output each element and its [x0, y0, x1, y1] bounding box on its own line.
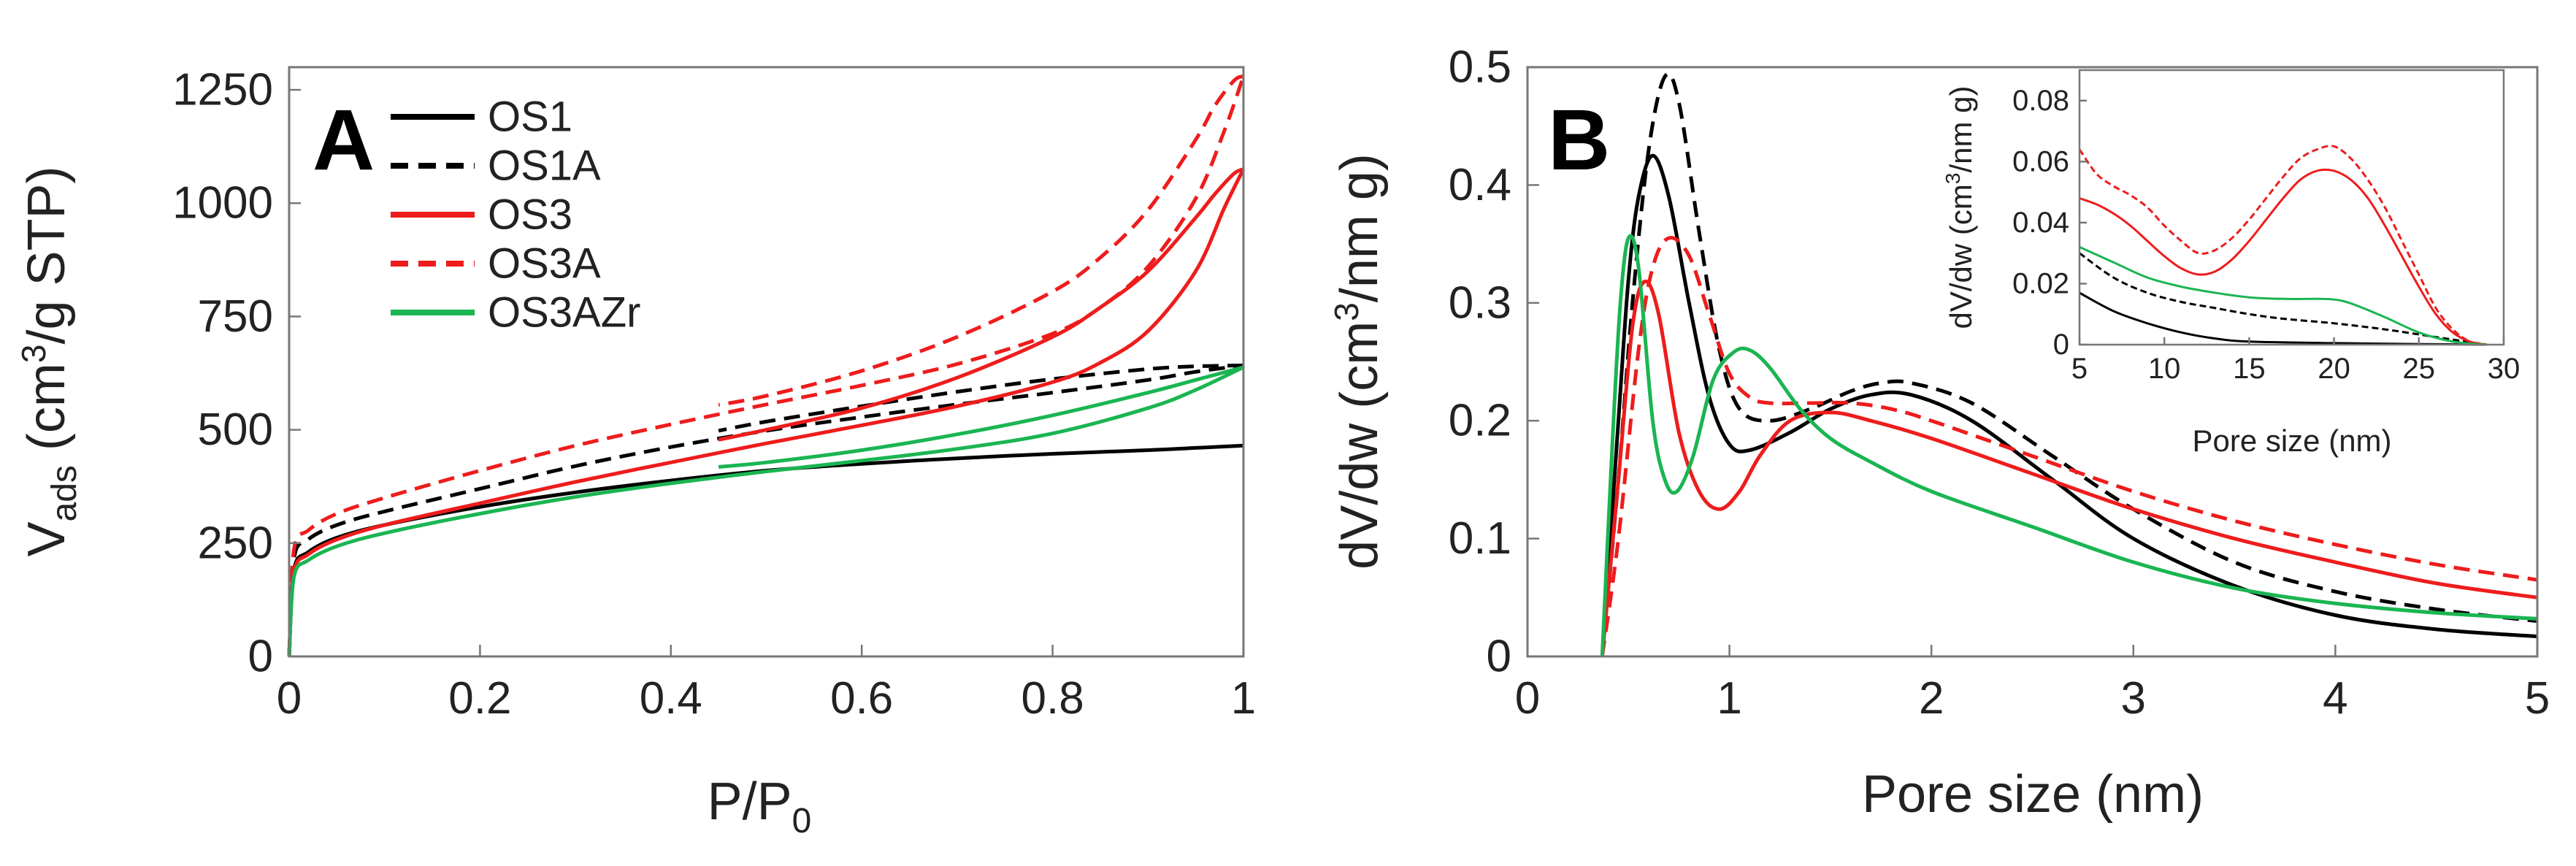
inset-x-tick-label-5: 30 — [2488, 353, 2521, 385]
panel-b-curves — [1600, 72, 2538, 657]
panel-b-y-axis-label-sup: 3 — [1327, 302, 1365, 321]
inset-x-tick-label-1: 10 — [2148, 353, 2181, 385]
panel-a-series-os3-desorption — [718, 167, 1245, 442]
inset-y-tick-label-3: 0.06 — [2012, 145, 2069, 177]
panel-a-y-axis-label: Vads (cm3/g STP) — [15, 166, 84, 556]
panel-a-y-tick-label-1: 250 — [198, 518, 273, 568]
inset-y-axis-label-a: dV/dw (cm — [1944, 184, 1978, 329]
inset-y-tick-label-0: 0 — [2053, 329, 2069, 361]
inset-x-tick-label-3: 20 — [2318, 353, 2350, 385]
panel-a-x-tick-label-5: 1 — [1231, 673, 1256, 724]
panel-a-series-os1a-desorption — [718, 364, 1244, 433]
panel-a-series-os1a — [287, 364, 1244, 657]
panel-b-y-axis-label-a: dV/dw (cm — [1330, 321, 1389, 570]
inset-x-tick-labels: 5 10 15 20 25 30 — [2071, 353, 2520, 385]
panel-a-x-tick-label-3: 0.6 — [830, 673, 893, 724]
panel-a-y-axis-label-rest-b: /g STP) — [18, 166, 76, 344]
panel-a-frame — [288, 66, 1245, 658]
inset-y-tick-label-4: 0.08 — [2012, 85, 2069, 117]
panel-b-series-os3azr — [1600, 234, 2538, 657]
inset-y-axis-label-b: /nm g) — [1944, 86, 1978, 173]
panel-a-y-axis-label-main: V — [18, 521, 76, 556]
inset-series-os1a — [2079, 252, 2488, 346]
panel-a-series-os3azr-desorption — [718, 365, 1244, 469]
panel-b-x-tick-label-4: 4 — [2323, 673, 2347, 724]
inset-series-os3 — [2079, 168, 2488, 346]
panel-a-series-os3a — [287, 75, 1246, 657]
panel-b-frame — [1526, 66, 2539, 658]
panel-a-x-tick-label-2: 0.4 — [640, 673, 702, 724]
panel-a-x-axis-label-main: P/P — [708, 773, 792, 831]
panel-a-y-axis-label-sup: 3 — [15, 345, 53, 364]
legend-label-os3: OS3 — [488, 191, 572, 239]
panel-b-y-tick-label-2: 0.2 — [1449, 396, 1511, 446]
panel-a-series-os1 — [287, 443, 1244, 657]
legend-label-os1a: OS1A — [488, 142, 601, 190]
panel-a-series-os3a-desorption — [718, 74, 1245, 407]
panel-a-curves — [287, 74, 1246, 657]
inset-curves — [2078, 70, 2504, 346]
inset-x-tick-label-0: 5 — [2071, 353, 2088, 385]
panel-b-inset: 5 10 15 20 25 30 0 0.02 0.04 0.06 0.08 dV/dw (cm3… — [1941, 69, 2520, 458]
panel-a-x-tick-label-1: 0.2 — [448, 673, 511, 724]
panel-a-y-tick-label-5: 1250 — [172, 65, 273, 115]
inset-axis-ticks — [2078, 99, 2505, 346]
panel-a-x-axis-label-sub: 0 — [792, 802, 812, 840]
panel-a-axis-ticks — [288, 88, 1245, 658]
inset-y-tick-label-2: 0.04 — [2012, 207, 2069, 239]
legend-label-os3a: OS3A — [488, 240, 601, 288]
panel-b-y-tick-labels: 0 0.1 0.2 0.3 0.4 0.5 — [1449, 42, 1511, 682]
panel-b-letter: B — [1548, 92, 1610, 188]
panel-b-x-tick-label-0: 0 — [1515, 673, 1540, 724]
panel-b-y-tick-label-0: 0 — [1487, 632, 1511, 682]
inset-background — [2079, 70, 2504, 345]
inset-y-axis-label-sup: 3 — [1941, 173, 1964, 185]
panel-b-y-tick-label-1: 0.1 — [1449, 513, 1511, 564]
inset-y-tick-label-1: 0.02 — [2012, 267, 2069, 299]
inset-y-tick-labels: 0 0.02 0.04 0.06 0.08 — [2012, 85, 2069, 361]
panel-b-series-os1 — [1600, 153, 2538, 657]
inset-frame — [2078, 69, 2505, 346]
panel-b-series-os3a — [1600, 236, 2538, 657]
inset-x-tick-label-4: 25 — [2403, 353, 2436, 385]
panel-a-x-tick-labels: 0 0.2 0.4 0.6 0.8 1 — [277, 673, 1256, 724]
panel-b-x-tick-label-2: 2 — [1919, 673, 1944, 724]
panel-b-y-tick-label-3: 0.3 — [1449, 277, 1511, 328]
panel-b-x-axis-label: Pore size (nm) — [1862, 765, 2204, 824]
panel-a-y-tick-label-3: 750 — [198, 291, 273, 342]
panel-b-x-tick-label-3: 3 — [2121, 673, 2146, 724]
panel-b-x-tick-label-1: 1 — [1717, 673, 1741, 724]
panel-a-letter: A — [313, 92, 375, 188]
panel-b-series-os3 — [1600, 279, 2538, 657]
inset-series-os3a — [2078, 145, 2488, 346]
panel-b-y-tick-label-5: 0.5 — [1449, 42, 1511, 93]
panel-a-series-os3 — [287, 168, 1246, 657]
inset-y-axis-label: dV/dw (cm3/nm g) — [1941, 86, 1978, 329]
panel-a-x-axis-label: P/P0 — [708, 773, 812, 840]
legend-label-os3azr: OS3AZr — [488, 289, 641, 337]
panel-a-series-os3azr — [287, 365, 1245, 657]
panel-a-y-tick-label-2: 500 — [198, 405, 273, 455]
inset-series-os3azr — [2079, 245, 2487, 346]
panel-b-axis-ticks — [1526, 66, 2539, 658]
panel-a-y-tick-label-4: 1000 — [172, 178, 273, 229]
panel-a-y-tick-label-0: 0 — [248, 632, 273, 682]
panel-b-y-tick-label-4: 0.4 — [1449, 160, 1511, 210]
panel-b-y-axis-label-b: /nm g) — [1330, 153, 1389, 302]
inset-x-tick-label-2: 15 — [2233, 353, 2266, 385]
panel-a-x-tick-label-4: 0.8 — [1021, 673, 1084, 724]
panel-b-y-axis-label: dV/dw (cm3/nm g) — [1327, 153, 1389, 570]
panel-a-y-axis-label-sub: ads — [45, 465, 84, 521]
panel-a-y-axis-label-rest-a: (cm — [18, 363, 76, 465]
panel-a-x-tick-label-0: 0 — [277, 673, 302, 724]
legend-label-os1: OS1 — [488, 93, 572, 141]
panel-b-x-tick-labels: 0 1 2 3 4 5 — [1515, 673, 2550, 724]
panel-b-x-tick-label-5: 5 — [2525, 673, 2550, 724]
inset-x-axis-label: Pore size (nm) — [2192, 424, 2391, 458]
panel-a-y-tick-labels: 0 250 500 750 1000 1250 — [172, 65, 273, 682]
